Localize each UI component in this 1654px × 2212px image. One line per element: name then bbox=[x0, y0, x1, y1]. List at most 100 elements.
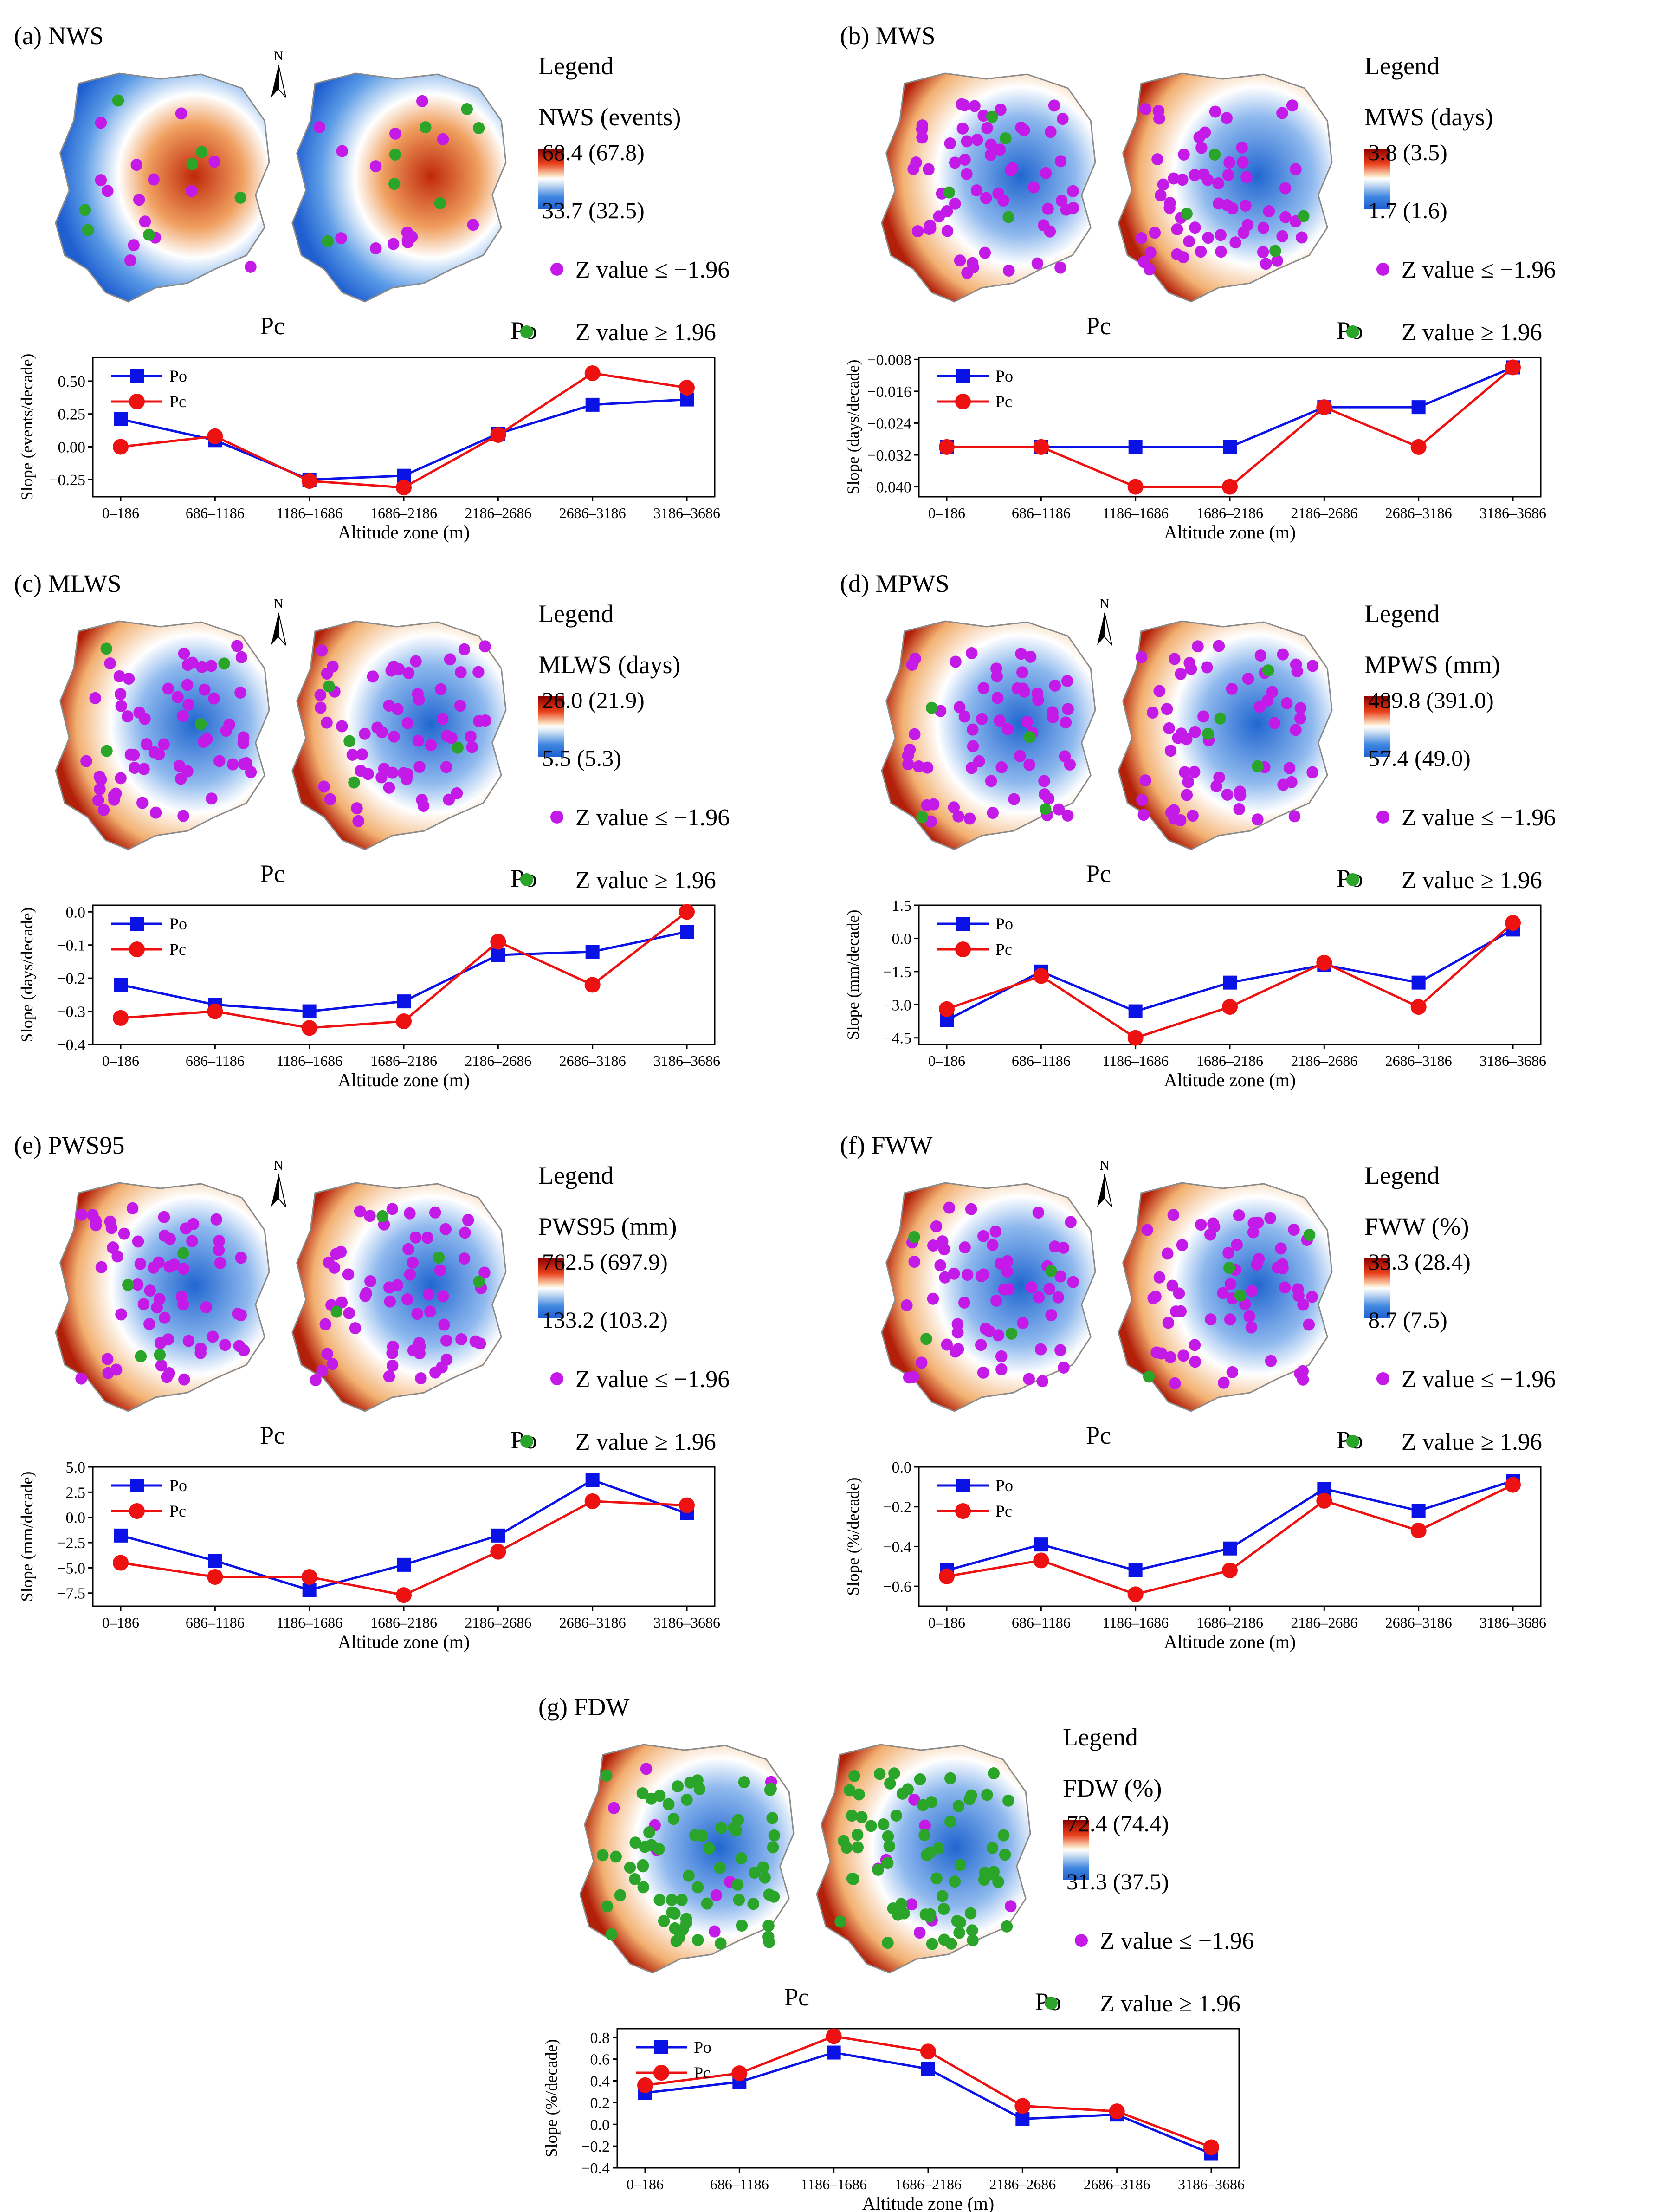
series-point-pc bbox=[396, 1013, 412, 1029]
panel-e: (e) PWS95 Pc Po Legend PWS95 (mm) 762.5 (697.… bbox=[14, 1131, 730, 1652]
station-dot-negative bbox=[985, 775, 997, 787]
legend-z-negative: Z value ≤ −1.96 bbox=[575, 1366, 730, 1393]
station-dot-negative bbox=[177, 1263, 190, 1275]
station-dot-positive bbox=[389, 148, 401, 161]
series-point-pc bbox=[1222, 999, 1238, 1015]
station-dot-negative bbox=[90, 1219, 102, 1232]
station-dot-negative bbox=[1168, 812, 1180, 825]
station-dot-negative bbox=[1049, 1240, 1061, 1253]
station-dot-negative bbox=[178, 647, 190, 660]
north-label: N bbox=[1099, 596, 1110, 611]
station-dot-positive bbox=[100, 642, 112, 655]
station-dot-negative bbox=[1057, 113, 1069, 125]
x-axis-label: Altitude zone (m) bbox=[1164, 522, 1296, 543]
series-point-po bbox=[680, 925, 694, 939]
map-region bbox=[1118, 72, 1333, 303]
station-dot-negative bbox=[1246, 1284, 1258, 1297]
x-tick-label: 0–186 bbox=[102, 1052, 139, 1069]
series-point-pc bbox=[1316, 1492, 1332, 1509]
station-dot-positive bbox=[1001, 1920, 1013, 1933]
station-dot-negative bbox=[1215, 229, 1227, 241]
series-point-pc bbox=[1127, 1586, 1144, 1602]
station-dot-negative bbox=[440, 1334, 452, 1347]
station-dot-negative bbox=[144, 1284, 156, 1297]
y-tick-label: −0.040 bbox=[867, 479, 911, 496]
station-dot-negative bbox=[1176, 1239, 1189, 1252]
series-point-po bbox=[585, 397, 600, 412]
station-dot-positive bbox=[736, 1919, 748, 1932]
station-dot-negative bbox=[138, 763, 150, 775]
station-dot-negative bbox=[238, 1344, 250, 1356]
station-dot-positive bbox=[925, 1796, 937, 1809]
station-dot-negative bbox=[124, 254, 136, 267]
station-dot-positive bbox=[856, 1811, 868, 1823]
legend-positive-dot bbox=[520, 325, 533, 338]
station-dot-negative bbox=[967, 740, 979, 752]
station-dot-positive bbox=[944, 1772, 956, 1784]
x-tick-label: 3186–3686 bbox=[653, 1614, 720, 1631]
station-dot-negative bbox=[941, 205, 953, 217]
station-dot-negative bbox=[180, 1222, 192, 1235]
series-point-po bbox=[1015, 2112, 1030, 2126]
series-point-pc bbox=[1410, 439, 1427, 455]
x-tick-label: 1686–2186 bbox=[370, 1052, 437, 1069]
north-label: N bbox=[273, 1158, 284, 1173]
station-dot-negative bbox=[313, 121, 325, 134]
station-dot-negative bbox=[1226, 682, 1238, 695]
y-tick-label: −0.016 bbox=[867, 383, 911, 401]
station-dot-negative bbox=[925, 815, 937, 828]
station-dot-negative bbox=[1048, 99, 1060, 112]
station-dot-positive bbox=[834, 1915, 846, 1928]
station-dot-negative bbox=[384, 1295, 396, 1308]
station-dot-negative bbox=[115, 700, 127, 712]
station-dot-positive bbox=[1214, 712, 1226, 725]
station-dot-negative bbox=[902, 758, 914, 771]
map-region bbox=[291, 1182, 507, 1412]
series-line-po bbox=[120, 398, 687, 481]
station-dot-negative bbox=[186, 1235, 198, 1247]
station-dot-negative bbox=[916, 1356, 928, 1369]
station-dot-negative bbox=[441, 730, 453, 742]
map-label-pc: Pc bbox=[1086, 312, 1111, 340]
station-dot-positive bbox=[943, 186, 955, 199]
x-tick-label: 0–186 bbox=[928, 1614, 965, 1631]
station-dot-negative bbox=[182, 1335, 195, 1347]
station-dot-positive bbox=[692, 1934, 704, 1946]
legend-negative-dot bbox=[1376, 811, 1389, 824]
station-dot-negative bbox=[976, 713, 988, 725]
station-dot-negative bbox=[1182, 776, 1194, 788]
station-dot-negative bbox=[95, 773, 107, 786]
north-arrow: N bbox=[1097, 1158, 1112, 1207]
station-dot-positive bbox=[101, 745, 113, 757]
station-dot-negative bbox=[437, 1290, 449, 1303]
series-point-po bbox=[1128, 1004, 1143, 1018]
panel-title: (d) MPWS bbox=[840, 570, 950, 597]
station-dot-negative bbox=[1033, 1291, 1045, 1304]
legend-color-scale bbox=[1063, 1820, 1089, 1880]
y-tick-label: −0.4 bbox=[581, 2160, 610, 2177]
station-dot-negative bbox=[346, 748, 359, 761]
line-chart-g: 0.8 0.6 0.4 0.2 0.0 −0.2 −0.4 0–186 686–1186 1186… bbox=[542, 2028, 1245, 2212]
chart-legend-marker bbox=[654, 2040, 668, 2054]
station-dot-positive bbox=[434, 197, 446, 209]
station-dot-negative bbox=[401, 1293, 414, 1305]
station-dot-negative bbox=[439, 1223, 452, 1235]
y-tick-label: 0.50 bbox=[58, 373, 86, 390]
chart-legend-label: Po bbox=[995, 367, 1013, 385]
x-tick-label: 3186–3686 bbox=[1178, 2176, 1245, 2193]
station-dot-positive bbox=[731, 1878, 744, 1891]
station-dot-negative bbox=[1150, 1346, 1163, 1359]
station-dot-negative bbox=[213, 755, 226, 767]
station-dot-negative bbox=[364, 1275, 376, 1288]
legend-scale-min: 31.3 (37.5) bbox=[1066, 1868, 1169, 1894]
station-dot-negative bbox=[980, 192, 992, 204]
y-tick-label: −5.0 bbox=[57, 1560, 85, 1577]
station-dot-negative bbox=[1164, 197, 1176, 209]
legend-z-negative: Z value ≤ −1.96 bbox=[1402, 1366, 1556, 1393]
chart-legend-label: Pc bbox=[169, 392, 186, 411]
station-dot-negative bbox=[80, 755, 92, 767]
station-dot-negative bbox=[455, 1333, 467, 1345]
map-b-pc bbox=[881, 72, 1096, 303]
station-dot-negative bbox=[1027, 181, 1040, 194]
series-point-pc bbox=[920, 2043, 936, 2060]
